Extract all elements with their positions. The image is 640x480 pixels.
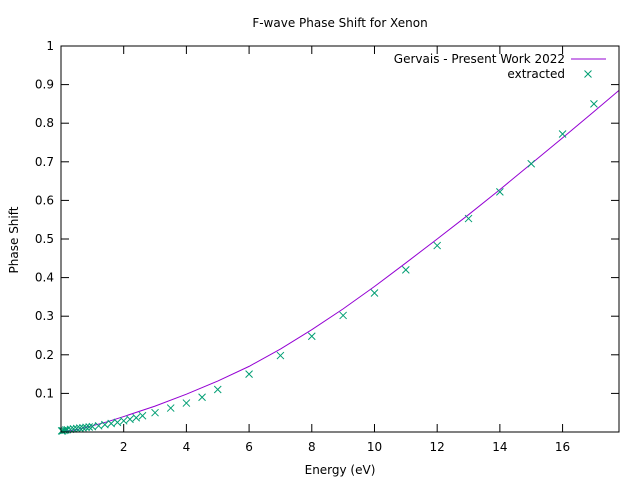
data-point — [464, 214, 473, 223]
x-tick-label: 4 — [183, 440, 191, 454]
data-point — [60, 426, 68, 435]
data-point — [126, 415, 134, 424]
x-tick-label: 16 — [555, 440, 570, 454]
y-tick-label: 0.9 — [35, 78, 54, 92]
x-tick-label: 14 — [492, 440, 507, 454]
data-point — [198, 393, 206, 402]
y-tick-label: 0.6 — [35, 193, 54, 207]
data-point — [113, 418, 122, 427]
x-tick-label: 12 — [430, 440, 445, 454]
data-point — [527, 159, 536, 168]
data-point — [94, 421, 103, 430]
y-tick-label: 0.7 — [35, 155, 54, 169]
data-point — [558, 130, 567, 138]
y-tick-label: 0.1 — [35, 386, 54, 400]
data-point — [245, 370, 253, 378]
y-tick-label: 1 — [46, 39, 54, 53]
data-point — [182, 399, 191, 407]
x-axis-label: Energy (eV) — [305, 463, 376, 477]
x-tick-label: 8 — [308, 440, 316, 454]
data-point — [590, 100, 598, 108]
data-point — [370, 289, 379, 297]
legend-point-swatch — [584, 70, 592, 78]
data-point — [401, 266, 410, 274]
y-tick-label: 0.4 — [35, 271, 54, 285]
data-point — [88, 422, 97, 431]
y-tick-label: 0.8 — [35, 116, 54, 130]
data-point — [82, 423, 90, 432]
data-point — [276, 351, 285, 360]
legend-label: Gervais - Present Work 2022 — [394, 52, 565, 66]
data-point — [75, 424, 84, 432]
data-point — [85, 423, 94, 431]
plot-frame — [60, 45, 620, 433]
data-point — [72, 424, 81, 433]
data-point — [151, 408, 159, 417]
series-layer — [57, 90, 619, 435]
y-axis-label: Phase Shift — [7, 206, 21, 273]
data-point — [132, 413, 141, 422]
chart-title: F-wave Phase Shift for Xenon — [252, 16, 427, 30]
data-point — [138, 411, 147, 420]
legend-label: extracted — [507, 67, 565, 81]
data-point — [307, 332, 316, 341]
data-point — [69, 425, 78, 433]
x-tick-label: 10 — [367, 440, 382, 454]
data-point — [58, 426, 67, 435]
data-point — [119, 416, 128, 425]
data-point — [213, 385, 222, 394]
y-tick-label: 0.2 — [35, 348, 54, 362]
x-tick-label: 6 — [245, 440, 253, 454]
data-point — [107, 419, 116, 428]
data-point — [101, 420, 109, 429]
series-line — [61, 90, 619, 432]
data-point — [433, 241, 442, 250]
data-point — [496, 188, 504, 196]
x-tick-label: 2 — [120, 440, 128, 454]
data-point — [339, 311, 347, 320]
data-point — [166, 404, 175, 412]
y-tick-label: 0.3 — [35, 309, 54, 323]
data-point — [79, 423, 87, 432]
y-tick-label: 0.5 — [35, 232, 54, 246]
axis-ticks: 2 4 6 8 10 12 14 16 0.1 0.2 0.3 0.4 0.5 0.6 0.7 0.8 0.9 1 — [35, 39, 619, 454]
